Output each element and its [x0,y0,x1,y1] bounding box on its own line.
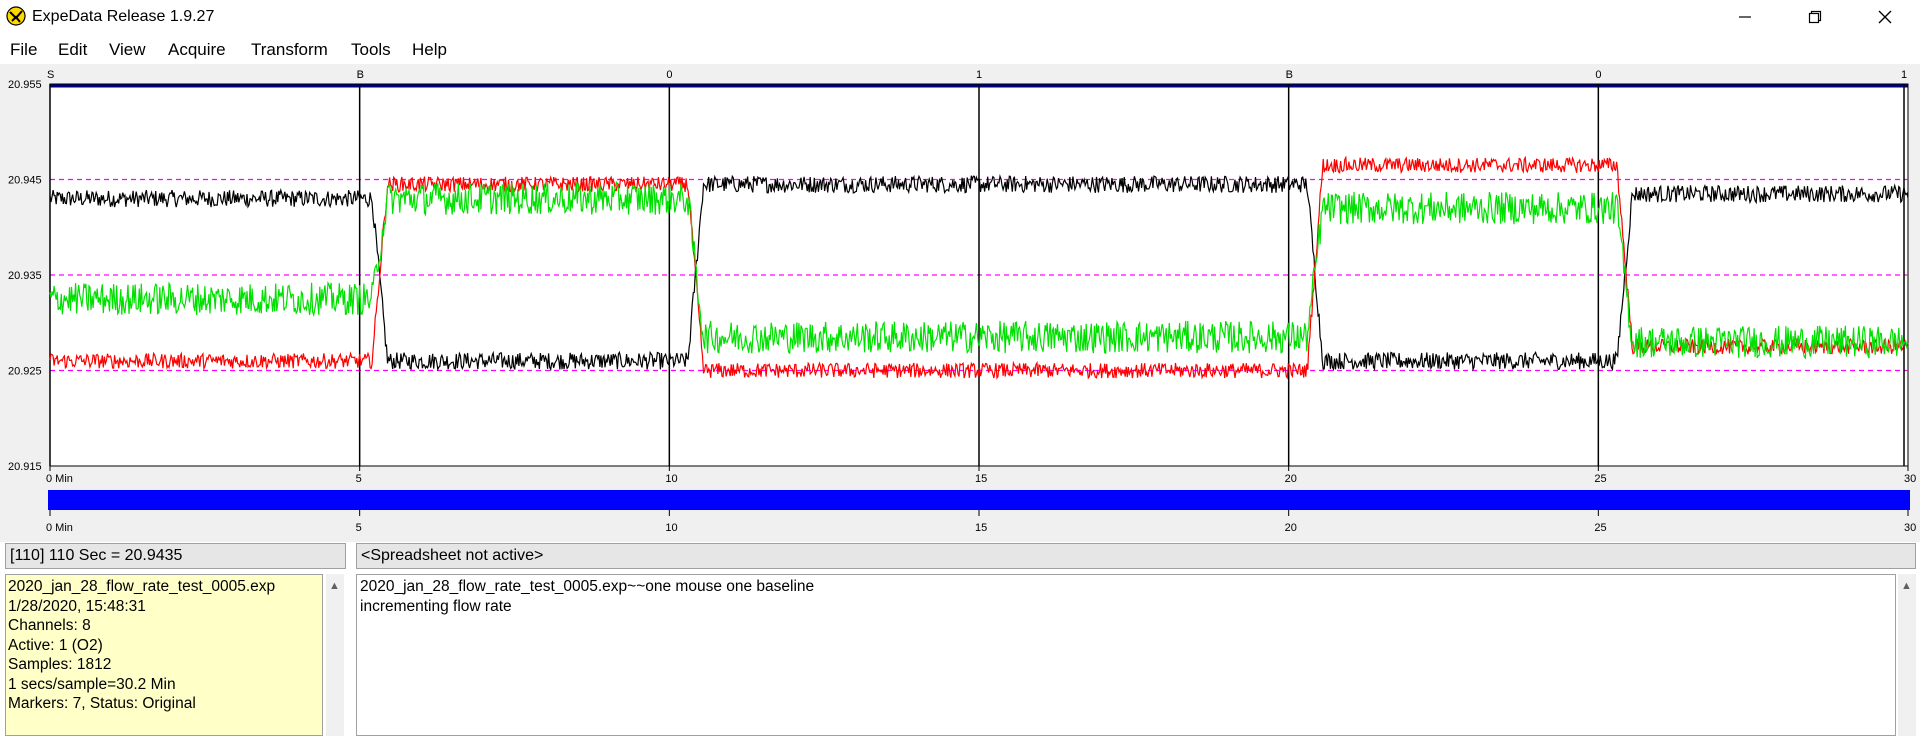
info-scrollbar[interactable]: ▲ [326,574,344,736]
series-line [49,155,1909,380]
timeline-tick-label: 10 [665,522,677,534]
timeline-tick-label: 5 [356,522,362,534]
info-filename: 2020_jan_28_flow_rate_test_0005.exp [8,578,276,595]
minimize-button[interactable] [1710,0,1780,34]
y-tick-label: 20.945 [8,175,42,187]
chart-panel[interactable]: 20.955 20.945 20.935 20.925 20.915 S B 0 1 B 0 1 0 M… [0,64,1920,542]
marker-label: B [357,69,364,81]
menu-bar: File Edit View Acquire Transform Tools H… [0,36,1920,64]
series-line [49,180,1909,360]
timeline-tick-label: 15 [975,522,987,534]
x-tick-label: 5 [356,473,362,485]
menu-view[interactable]: View [109,40,146,59]
y-tick-label: 20.915 [8,461,42,473]
x-tick-label: 0 Min [46,473,73,485]
timeline-tick-label: 25 [1594,522,1606,534]
close-button[interactable] [1850,0,1920,34]
cursor-readout: [110] 110 Sec = 20.9435 [5,543,346,569]
maximize-button[interactable] [1780,0,1850,34]
scroll-up-icon[interactable]: ▲ [1901,580,1912,592]
comment-line: incrementing flow rate [360,597,512,615]
menu-tools[interactable]: Tools [351,40,391,59]
info-channels: Channels: 8 [8,617,91,634]
spreadsheet-status: <Spreadsheet not active> [356,543,1916,569]
y-tick-label: 20.925 [8,366,42,378]
comment-scrollbar[interactable]: ▲ [1898,574,1916,736]
marker-label: 0 [1595,69,1601,81]
x-tick-label: 25 [1594,473,1606,485]
info-date: 1/28/2020, 15:48:31 [8,597,146,615]
menu-edit[interactable]: Edit [58,40,88,59]
marker-label: B [1286,69,1293,81]
marker-label: S [47,69,54,81]
timeline-tick-label: 20 [1285,522,1297,534]
trace-chart[interactable]: 20.955 20.945 20.935 20.925 20.915 S B 0 1 B 0 1 0 M… [0,64,1920,542]
menu-file[interactable]: File [10,40,38,59]
y-tick-label: 20.955 [8,79,42,91]
marker-label: 1 [976,69,982,81]
minimize-icon [1739,16,1751,18]
window-title: ExpeData Release 1.9.27 [32,8,215,25]
info-active: Active: 1 (O2) [8,636,103,654]
timeline-bar [48,490,1910,510]
maximize-icon [1808,10,1822,24]
info-samples: Samples: 1812 [8,656,112,673]
x-tick-label: 20 [1285,473,1297,485]
comment-panel[interactable]: 2020_jan_28_flow_rate_test_0005.exp~~one… [356,574,1896,736]
info-markers: Markers: 7, Status: Original [8,695,196,712]
comment-line: 2020_jan_28_flow_rate_test_0005.exp~~one… [360,578,815,595]
x-tick-label: 10 [665,473,677,485]
file-info-panel[interactable]: 2020_jan_28_flow_rate_test_0005.exp 1/28… [5,574,323,736]
timeline-tick-label: 0 Min [46,522,73,534]
series-line [49,174,1909,372]
x-tick-label: 15 [975,473,987,485]
scroll-up-icon[interactable]: ▲ [329,580,340,592]
left-gutter [0,543,4,736]
x-tick-label: 30 [1904,473,1916,485]
close-icon [1878,10,1892,24]
menu-transform[interactable]: Transform [251,40,328,59]
marker-label: 1 [1901,69,1907,81]
y-tick-label: 20.935 [8,270,42,282]
menu-acquire[interactable]: Acquire [168,40,226,59]
marker-label: 0 [666,69,672,81]
menu-help[interactable]: Help [412,40,447,59]
title-bar: ExpeData Release 1.9.27 [0,0,1920,36]
info-rate: 1 secs/sample=30.2 Min [8,675,176,693]
app-icon [6,6,26,26]
timeline-tick-label: 30 [1904,522,1916,534]
